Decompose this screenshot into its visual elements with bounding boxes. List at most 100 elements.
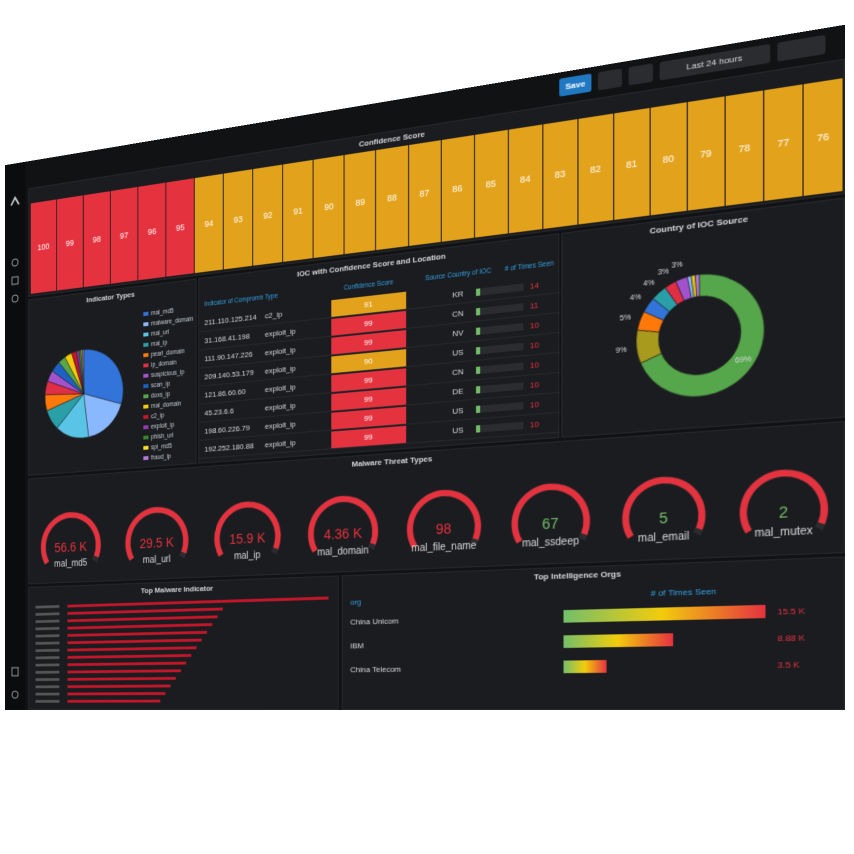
indicator-bar [67,596,329,608]
share-button[interactable] [597,68,622,91]
donut-label: 3% [671,261,682,270]
settings-icon[interactable] [12,295,18,303]
score-cell: 91 [283,159,313,262]
score-cell: 98 [83,191,111,288]
legend-swatch [143,435,149,440]
score-cell: 81 [613,107,650,220]
type-text: exploit_ip [264,419,296,431]
legend-label: phish_url [151,433,173,442]
gauge-name: mal_ssdeep [522,536,580,550]
indicator-bar [67,646,197,652]
score-text: 99 [364,413,373,424]
refresh-button[interactable] [777,34,826,62]
score-text: 99 [364,375,373,386]
indicator-bar [67,638,202,645]
column-header: Source Country of IOC [424,267,492,283]
score-cell: 93 [223,169,253,270]
legend-label: c2_ip [151,413,165,421]
score-label: 81 [626,158,638,171]
gauge-arc [743,471,824,532]
legend-swatch [143,425,149,430]
score-cell: 76 [803,78,843,196]
score-label: 86 [452,182,463,195]
indicator-bar [67,654,192,659]
legend-label: fraud_ip [151,454,171,462]
indicator-label-stub [35,670,60,674]
type-text: exploit_ip [264,401,296,413]
indicator-label-stub [35,605,60,609]
score-cell: 90 [313,155,344,258]
score-label: 88 [387,192,397,204]
org-name: China Telecom [350,664,402,675]
times-text: 10 [529,399,540,410]
score-cell: 82 [578,113,613,225]
indicator-label-stub [35,663,60,667]
gauge-value: 98 [436,521,452,537]
gauge-name: mal_file_name [411,540,477,554]
score-text: 99 [364,337,373,348]
gauge-name: mal_md5 [54,558,88,570]
gauge-name: mal_domain [317,545,368,558]
column-header: # of Times Seen [504,260,554,274]
score-cell: 94 [194,173,224,274]
type-text: exploit_ip [264,382,296,395]
ioc-text: 45.23.6.6 [204,406,234,418]
settings-button[interactable] [628,63,653,86]
score-label: 92 [263,209,273,221]
dashboards-icon[interactable] [12,277,18,285]
times-fill [476,366,481,375]
donut-label: 4% [643,279,654,288]
column-header: # of Times Seen [650,586,717,599]
gauge-value: 56.6 K [54,540,87,556]
times-fill [476,405,481,414]
indicator-types-panel: Indicator Types mal_md5 malware_domain mal… [28,278,197,476]
indicator-bar [67,692,166,696]
score-cell: 83 [543,119,578,229]
ioc-text: 198.60.226.79 [204,423,250,436]
donut-slice [641,267,765,401]
legend-label: doxs_ip [151,392,170,400]
legend-label: exploit_ip [151,422,175,431]
ioc-text: 192.252.180.88 [204,441,254,454]
score-label: 85 [485,178,497,190]
score-cell: 78 [725,90,764,206]
save-button[interactable]: Save [559,73,592,97]
score-cell: 86 [441,135,474,242]
country-panel: Country of IOC Source 69% 9% 5% 4% 4% 3% 3% [561,197,846,438]
legend-swatch [143,383,149,389]
score-cell: 84 [508,124,542,234]
legend-swatch [143,352,149,358]
times-text: 10 [529,360,540,371]
indicator-bar [67,623,213,630]
perspective-wrap: Indicators Of Compromise Overview Save L… [0,24,846,711]
search-icon[interactable] [12,259,18,267]
indicator-bar [67,615,218,623]
gauge-value: 4.36 K [324,526,363,543]
org-bar [563,604,766,623]
signin-icon[interactable] [12,668,18,676]
indicator-bar [67,684,171,689]
gauge-name: mal_mutex [755,525,813,540]
chart: 69% 9% 5% 4%4% 3%3% [616,261,845,438]
score-label: 80 [662,152,675,166]
times-text: 14 [529,280,540,292]
top-orgs-panel: Top Intelligence Orgs org # of Times Seen… [341,556,846,710]
score-cell: 85 [474,129,508,238]
legend-label: pearl_domain [151,349,185,359]
gauge-value: 2 [779,504,788,521]
legend-swatch [143,404,149,409]
legend-label: mal_url [151,330,169,339]
ioc-text: 121.86.60.60 [204,387,246,400]
indicator-bar [67,607,223,615]
org-seen: 8.88 K [777,632,806,644]
indicator-label-stub [35,699,60,703]
help-icon[interactable] [12,691,18,698]
legend-swatch [143,394,149,399]
org-seen: 15.5 K [777,606,806,617]
donut-label: 9% [616,347,627,356]
donut-label: 4% [630,294,641,303]
legend-swatch [143,414,149,420]
legend-swatch [143,342,149,347]
